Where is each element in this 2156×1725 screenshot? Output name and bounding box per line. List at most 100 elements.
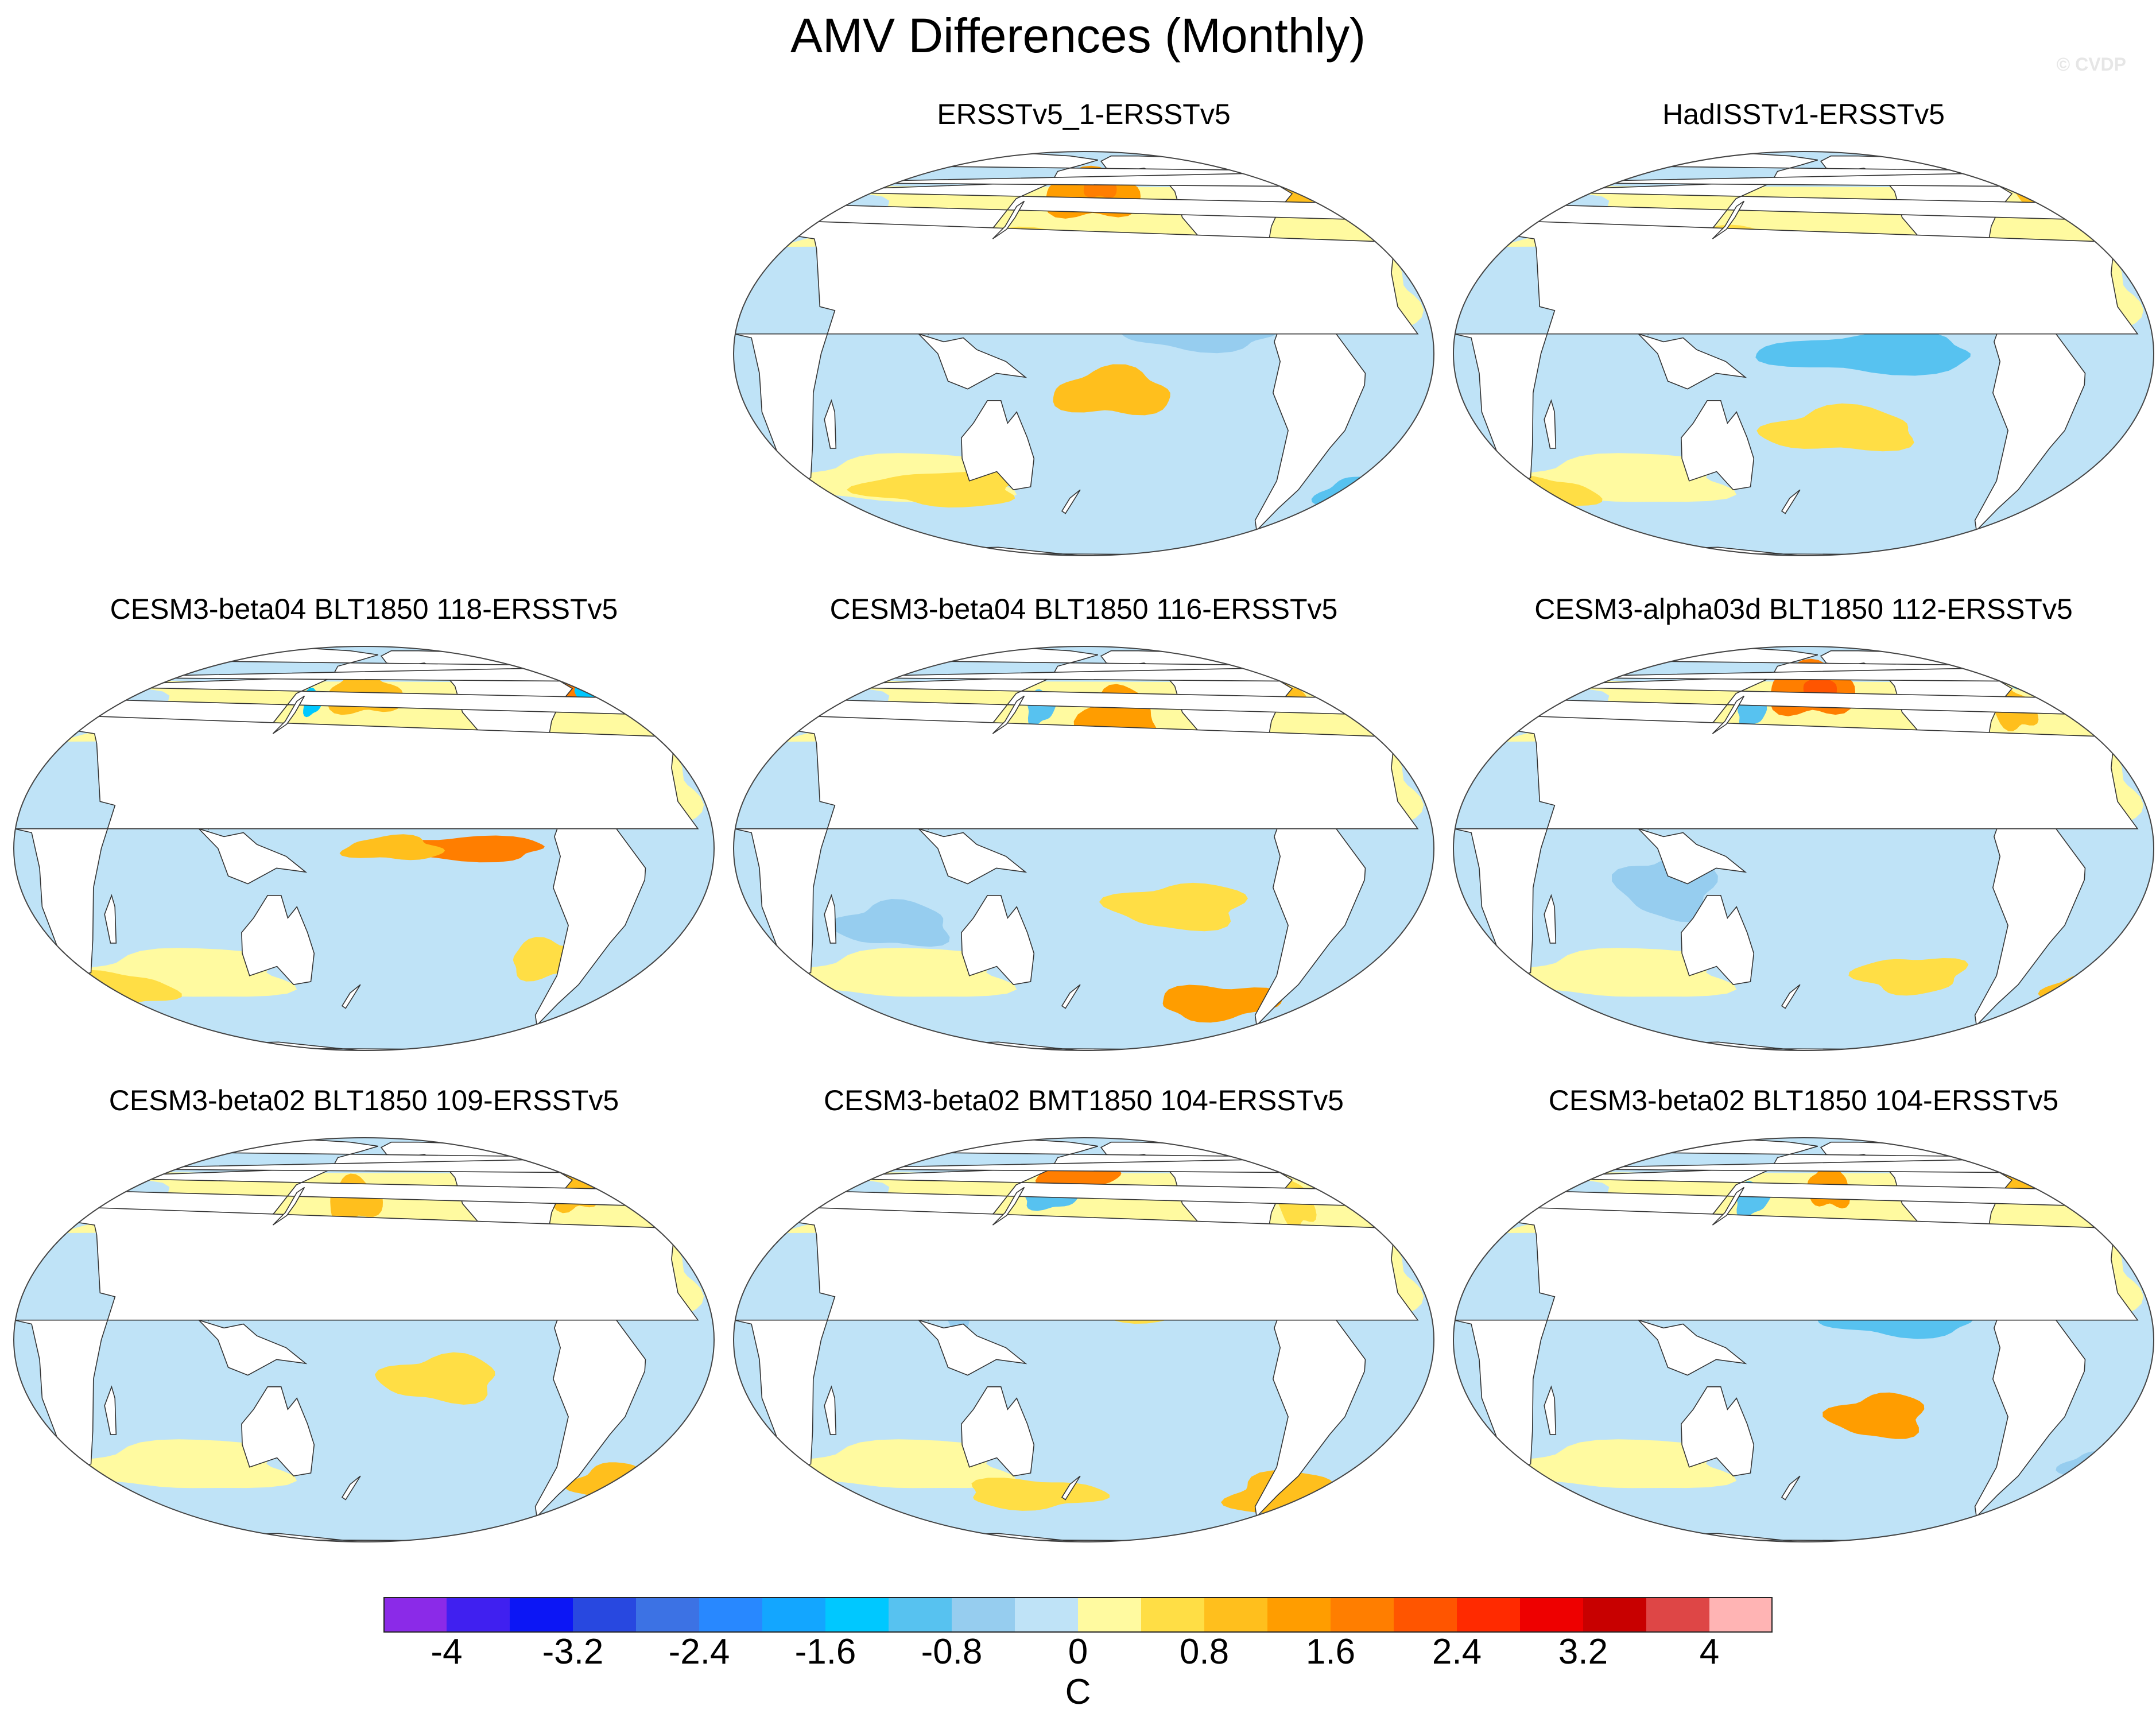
land-indonesia <box>918 828 1027 885</box>
land-new-zealand <box>341 984 361 1009</box>
colorbar-swatch <box>1646 1597 1710 1633</box>
colorbar-swatch <box>573 1597 637 1633</box>
colorbar-tick-label: 3.2 <box>1558 1632 1608 1672</box>
colorbar-swatch <box>1141 1597 1205 1633</box>
land-japan <box>992 200 1025 239</box>
anomaly-region <box>777 1439 1017 1488</box>
land-greenland <box>1226 152 1301 169</box>
anomaly-region <box>1496 948 1737 997</box>
land-indonesia <box>918 333 1027 390</box>
colorbar-tick-label: 4 <box>1699 1632 1720 1672</box>
map-field <box>1453 1138 2154 1542</box>
land-greenland <box>1946 646 2021 664</box>
colorbar-swatch <box>447 1597 510 1633</box>
land-new-zealand <box>1781 489 1801 514</box>
land-greenland <box>506 646 581 664</box>
panel-title: CESM3-beta02 BMT1850 104-ERSSTv5 <box>824 1084 1344 1117</box>
anomaly-region <box>139 1138 165 1139</box>
colorbar-tick-label: 2.4 <box>1432 1632 1482 1672</box>
land-greenland <box>1946 1138 2021 1155</box>
map-svg <box>1453 1137 2154 1542</box>
map-border <box>13 1137 715 1542</box>
panel-title: CESM3-alpha03d BLT1850 112-ERSSTv5 <box>1534 593 2073 625</box>
map-border <box>733 646 1434 1051</box>
anomaly-region <box>1755 331 1971 376</box>
map-border <box>1453 646 2154 1051</box>
land-africa <box>1453 1206 2139 1468</box>
map-svg <box>733 646 1434 1051</box>
colorbar-swatch <box>1583 1597 1647 1633</box>
colorbar-tick-label: 0.8 <box>1179 1632 1230 1672</box>
colorbar-swatch <box>510 1597 573 1633</box>
land-australia <box>1681 1386 1755 1477</box>
map-svg <box>733 1137 1434 1542</box>
land-africa <box>1453 220 2139 482</box>
colorbar-swatch <box>1078 1597 1142 1633</box>
anomaly-region <box>375 1352 495 1405</box>
panel-title: CESM3-beta04 BLT1850 116-ERSSTv5 <box>829 593 1338 625</box>
anomaly-region <box>804 166 898 190</box>
anomaly-region <box>883 646 908 648</box>
land-australia <box>1681 400 1755 491</box>
colorbar-swatch <box>1331 1597 1394 1633</box>
colorbar-swatch <box>889 1597 952 1633</box>
colorbar-swatch <box>636 1597 700 1633</box>
map-field <box>14 1138 714 1542</box>
map-border <box>1453 151 2154 556</box>
colorbar-tick-label: -0.8 <box>921 1632 983 1672</box>
map-field <box>1453 152 2154 556</box>
land-africa <box>734 220 1419 482</box>
panel-title: CESM3-beta02 BLT1850 104-ERSSTv5 <box>1548 1084 2059 1117</box>
land-africa <box>1453 715 2139 976</box>
land-africa <box>734 1206 1419 1468</box>
map-border <box>733 1137 1434 1542</box>
colorbar-swatch <box>1267 1597 1331 1633</box>
land-australia <box>241 895 315 986</box>
map-panel: CESM3-beta02 BMT1850 104-ERSSTv5 <box>728 1084 1440 1543</box>
land-new-zealand <box>1781 1475 1801 1501</box>
land-australia <box>961 895 1035 986</box>
land-new-zealand <box>1061 984 1081 1009</box>
watermark: © CVDP <box>2056 54 2126 75</box>
land-japan <box>272 1187 305 1226</box>
land-japan <box>272 695 305 734</box>
land-japan <box>1712 1187 1745 1226</box>
map-panel: CESM3-beta04 BLT1850 116-ERSSTv5 <box>728 592 1440 1052</box>
colorbar-tick-label: -2.4 <box>668 1632 730 1672</box>
land-greenland <box>1946 152 2021 169</box>
map-border <box>1453 1137 2154 1542</box>
anomaly-region <box>1496 1439 1737 1488</box>
colorbar-tick-label: -4 <box>431 1632 463 1672</box>
anomaly-region <box>829 899 950 947</box>
colorbar-tick-label: 0 <box>1068 1632 1088 1672</box>
map-panel: CESM3-beta02 BLT1850 109-ERSSTv5 <box>8 1084 720 1543</box>
map-panel: CESM3-beta02 BLT1850 104-ERSSTv5 <box>1448 1084 2156 1543</box>
map-field <box>734 1138 1434 1542</box>
map-panel: ERSSTv5_1-ERSSTv5 <box>728 98 1440 557</box>
colorbar <box>383 1597 1773 1633</box>
colorbar-tick-label: -3.2 <box>542 1632 604 1672</box>
panel-title: ERSSTv5_1-ERSSTv5 <box>937 98 1231 130</box>
land-indonesia <box>198 828 308 885</box>
map-field <box>734 152 1434 556</box>
map-svg <box>1453 646 2154 1051</box>
land-australia <box>961 400 1035 491</box>
land-japan <box>1712 695 1745 734</box>
map-svg <box>733 151 1434 556</box>
land-africa <box>14 1206 699 1468</box>
land-australia <box>1681 895 1755 986</box>
map-panel: CESM3-alpha03d BLT1850 112-ERSSTv5 <box>1448 592 2156 1052</box>
land-japan <box>992 695 1025 734</box>
map-field <box>734 646 1434 1050</box>
anomaly-region <box>1848 958 1969 996</box>
map-svg <box>13 1137 715 1542</box>
colorbar-swatch <box>825 1597 889 1633</box>
land-australia <box>241 1386 315 1477</box>
anomaly-region <box>1053 364 1170 416</box>
anomaly-region <box>1822 1392 1925 1439</box>
land-indonesia <box>1638 333 1747 390</box>
land-japan <box>1712 200 1745 239</box>
anomaly-region <box>1099 882 1248 932</box>
map-border <box>733 151 1434 556</box>
land-new-zealand <box>1061 489 1081 514</box>
